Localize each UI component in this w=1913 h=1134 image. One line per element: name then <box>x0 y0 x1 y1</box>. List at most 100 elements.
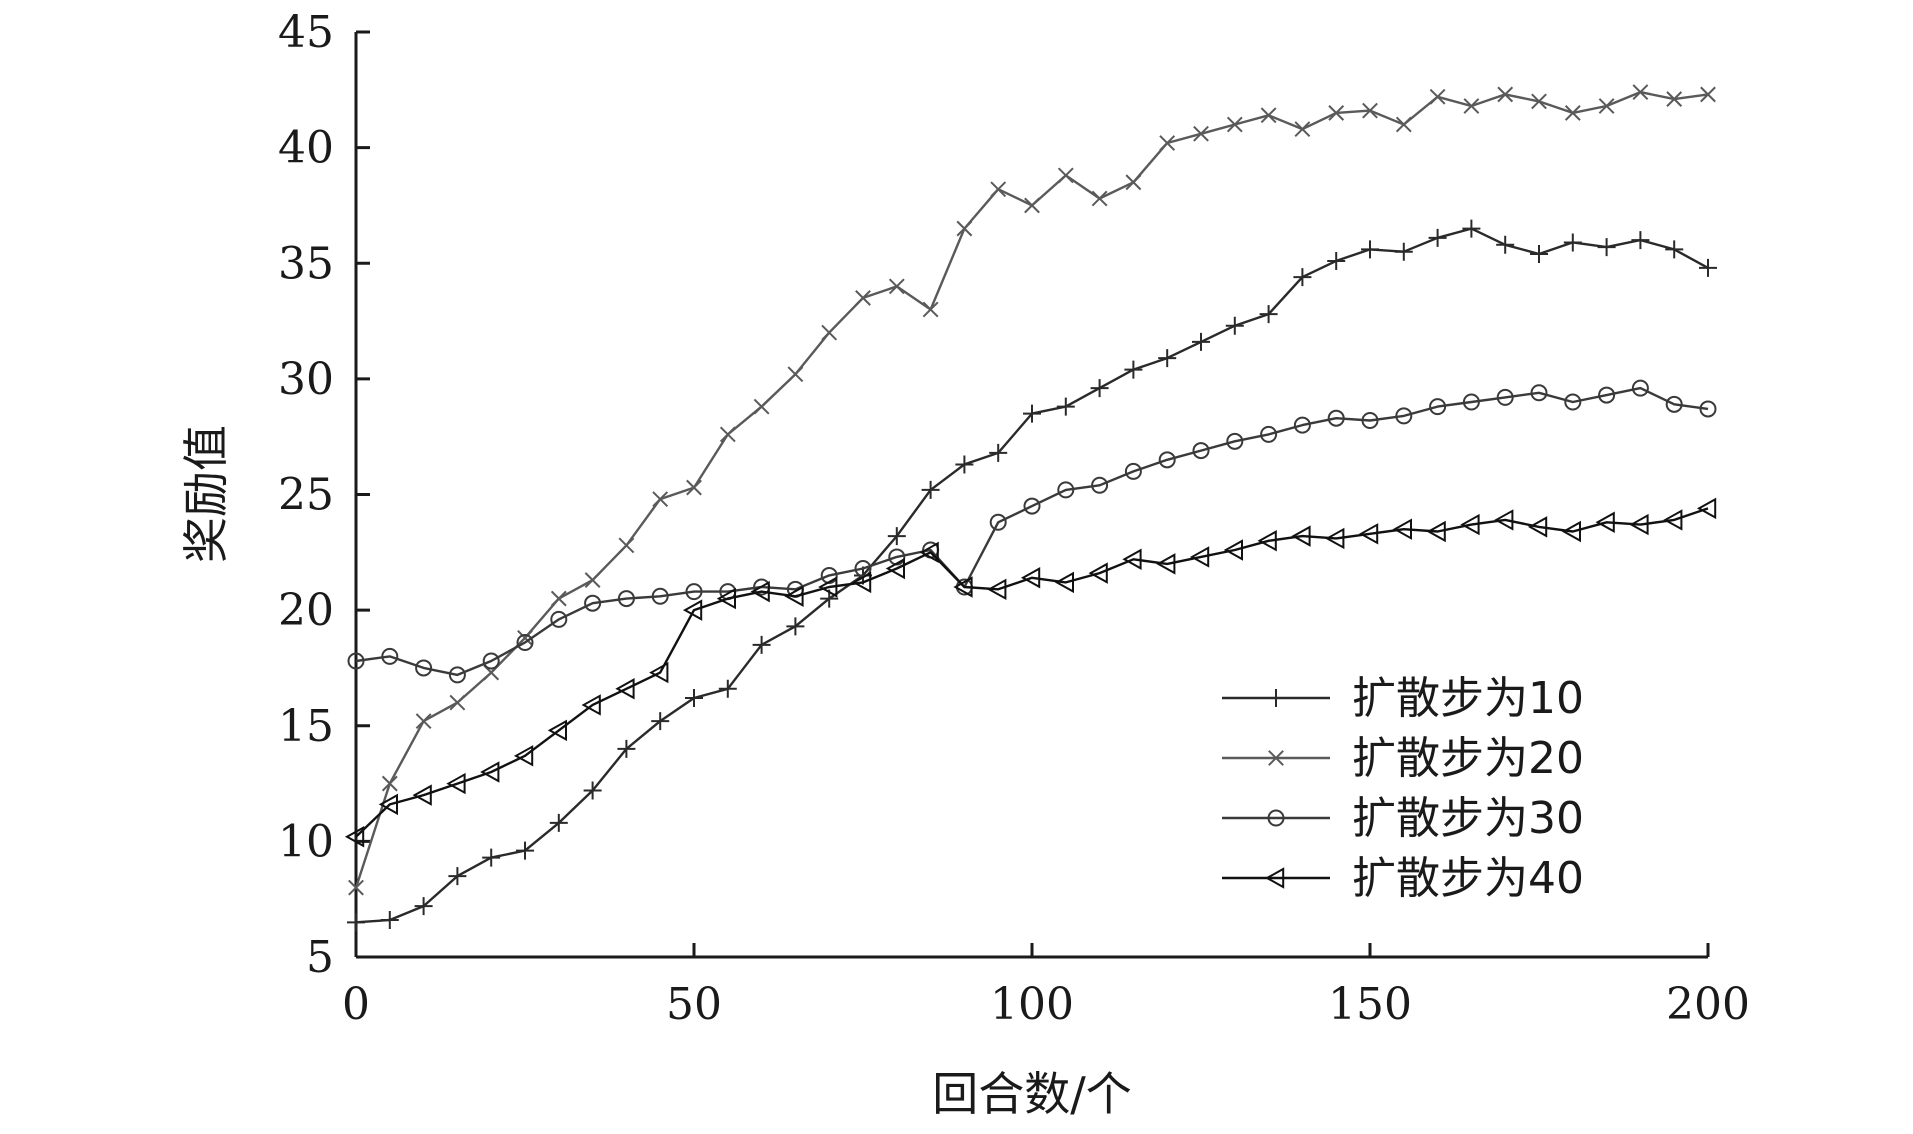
series-layer <box>344 84 1717 932</box>
data-point <box>1429 88 1446 105</box>
data-point <box>583 781 602 800</box>
legend-marker <box>1267 809 1285 827</box>
data-point <box>550 590 567 607</box>
legend-item: 扩散步为10 <box>1222 673 1584 724</box>
x-axis-title: 回合数/个 <box>932 1067 1132 1121</box>
data-point <box>482 848 501 867</box>
data-point <box>1189 546 1210 568</box>
data-point <box>990 181 1007 198</box>
data-point <box>787 366 804 383</box>
data-point <box>415 713 432 730</box>
data-point <box>1259 305 1278 324</box>
data-point <box>1293 268 1312 287</box>
legend-label: 扩散步为20 <box>1352 733 1584 784</box>
data-point <box>1699 258 1717 277</box>
data-point <box>682 599 703 621</box>
data-point <box>855 290 871 306</box>
data-point <box>1361 412 1379 429</box>
x-tick-label: 100 <box>990 979 1074 1030</box>
data-point <box>1665 395 1683 413</box>
data-point <box>480 761 500 783</box>
data-point <box>380 911 399 929</box>
data-point <box>1595 511 1615 533</box>
data-point <box>1260 107 1277 124</box>
legend-marker <box>1268 750 1284 766</box>
data-point <box>1700 86 1716 103</box>
legend-marker <box>1267 689 1285 707</box>
ticks: 0 50 100 150 200 5 10 15 20 25 30 35 40 45 <box>278 7 1750 1030</box>
data-point <box>955 455 974 474</box>
data-point <box>415 659 433 677</box>
y-tick-label: 30 <box>278 354 334 405</box>
x-tick-label: 150 <box>1328 979 1412 1030</box>
data-point <box>516 634 534 651</box>
data-point <box>547 719 567 742</box>
data-point <box>1091 190 1108 207</box>
data-point <box>922 301 939 318</box>
data-point <box>1531 93 1547 110</box>
data-point <box>414 897 433 916</box>
data-point <box>1090 379 1109 398</box>
data-point <box>953 576 973 598</box>
y-tick-label: 20 <box>278 585 334 636</box>
data-point <box>584 572 601 588</box>
data-point <box>1497 86 1514 103</box>
data-point <box>1530 245 1548 263</box>
data-point <box>784 585 804 607</box>
y-tick-label: 10 <box>278 816 334 867</box>
data-point <box>1122 548 1142 570</box>
data-point <box>1358 523 1379 545</box>
data-point <box>1158 451 1176 469</box>
legend-item: 扩散步为40 <box>1222 853 1584 904</box>
data-point <box>1327 409 1345 427</box>
y-tick-label: 40 <box>278 123 334 174</box>
data-point <box>1699 400 1717 418</box>
data-point <box>1496 235 1515 254</box>
y-tick-label: 45 <box>278 7 334 58</box>
data-point <box>1597 238 1616 257</box>
data-point <box>989 443 1008 462</box>
data-point <box>987 578 1007 601</box>
data-point <box>1394 242 1413 261</box>
series-line <box>355 507 1709 838</box>
data-point <box>686 479 702 496</box>
data-point <box>1159 135 1176 151</box>
data-point <box>1494 509 1514 531</box>
data-point <box>1460 513 1480 536</box>
series-4 <box>344 497 1717 848</box>
data-point <box>1631 231 1650 250</box>
data-point <box>1260 425 1278 443</box>
x-tick-label: 200 <box>1666 979 1750 1030</box>
data-point <box>921 480 940 499</box>
legend-label: 扩散步为40 <box>1352 853 1584 904</box>
data-point <box>750 580 770 603</box>
data-point <box>1328 105 1345 121</box>
data-point <box>1561 520 1581 543</box>
data-point <box>1294 121 1311 138</box>
data-point <box>449 694 466 711</box>
legend-marker <box>1264 867 1285 889</box>
data-point <box>347 913 365 932</box>
data-point <box>581 694 601 716</box>
data-point <box>651 712 670 731</box>
data-point <box>1327 251 1346 270</box>
data-point <box>685 583 703 601</box>
data-point <box>956 220 973 237</box>
data-point <box>1023 497 1041 515</box>
data-point <box>1426 520 1446 543</box>
data-point <box>1226 432 1244 450</box>
data-point <box>617 590 635 608</box>
data-point <box>1463 98 1480 114</box>
data-point <box>482 652 500 670</box>
data-point <box>1598 98 1615 114</box>
legend-item: 扩散步为20 <box>1222 733 1584 784</box>
data-point <box>1395 407 1413 425</box>
data-point <box>381 647 399 665</box>
data-point <box>1666 91 1683 107</box>
data-point <box>1429 398 1447 416</box>
y-tick-label: 5 <box>306 932 334 983</box>
data-point <box>1392 518 1412 540</box>
data-point <box>1020 567 1041 589</box>
data-point <box>851 571 872 594</box>
data-point <box>821 324 838 341</box>
